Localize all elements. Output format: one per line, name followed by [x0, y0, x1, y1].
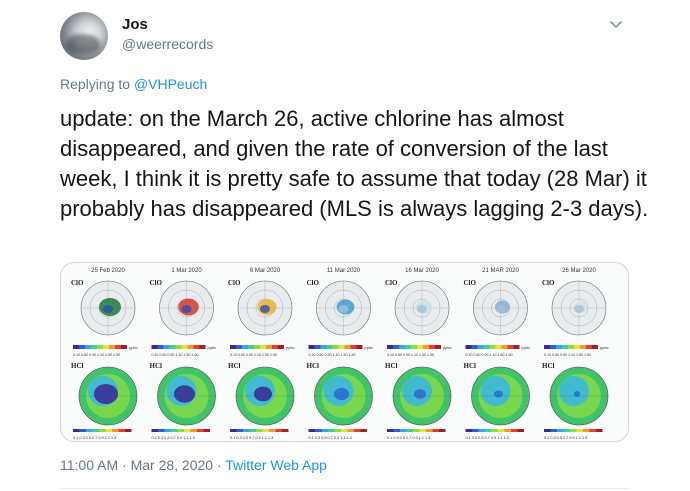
hcl-scale: 0.1 0.3 0.5 0.7 0.9 1.1 1.3	[544, 436, 587, 440]
hcl-colorbar	[465, 429, 524, 432]
author-name[interactable]: Jos	[122, 16, 148, 33]
hcl-label: HCl	[150, 362, 163, 370]
hcl-map	[157, 366, 216, 426]
clo-scale: 0.10 0.60 0.90 1.10 1.50 1.90	[466, 353, 513, 357]
hcl-colorbar	[73, 429, 132, 432]
clo-label: ClO	[228, 279, 241, 287]
hcl-colorbar	[544, 429, 603, 432]
hcl-map	[78, 366, 138, 426]
date-label: 11 Mar 2020	[327, 268, 361, 274]
clo-scale: 0.10 0.60 0.90 1.10 1.50 1.90	[230, 353, 277, 357]
reply-to-link[interactable]: @VHPeuch	[133, 76, 208, 92]
hcl-colorbar	[387, 429, 446, 432]
hcl-label: HCl	[228, 362, 241, 370]
hcl-colorbar	[230, 429, 289, 432]
clo-scale: 0.10 0.60 0.90 1.10 1.50 1.90	[309, 353, 356, 357]
hcl-colorbar	[151, 429, 210, 432]
clo-map	[316, 280, 371, 336]
unit-label: ppbv	[286, 345, 295, 350]
hcl-map	[549, 366, 609, 426]
divider	[60, 488, 630, 489]
clo-map	[551, 280, 607, 336]
hcl-scale: 0.1 0.3 0.5 0.7 0.9 1.1 1.3	[73, 436, 116, 440]
hcl-scale: 0.1 0.3 0.5 0.7 0.9 1.1 1.3	[387, 436, 430, 440]
clo-label: ClO	[464, 279, 477, 287]
clo-colorbar	[308, 345, 363, 349]
clo-colorbar	[230, 345, 284, 349]
clo-map	[159, 280, 214, 336]
tweet-source-link[interactable]: Twitter Web App	[225, 457, 327, 473]
tweet-time[interactable]: 11:00 AM	[60, 457, 119, 473]
date-label: 6 Mar 2020	[250, 268, 281, 274]
clo-colorbar	[544, 345, 598, 349]
clo-scale: 0.10 0.60 0.90 1.10 1.50 1.90	[387, 353, 434, 357]
tweet-date[interactable]: Mar 28, 2020	[130, 457, 214, 473]
clo-colorbar	[151, 345, 206, 349]
hcl-colorbar	[308, 429, 367, 432]
date-label: 26 Mar 2020	[562, 268, 596, 274]
reply-context: Replying to @VHPeuch	[60, 76, 207, 92]
meta-separator: ·	[118, 457, 131, 473]
tweet-meta: 11:00 AM · Mar 28, 2020 · Twitter Web Ap…	[60, 457, 327, 473]
clo-map	[394, 280, 450, 336]
hcl-map	[235, 366, 295, 426]
hcl-scale: 0.1 0.3 0.5 0.7 0.9 1.1 1.3	[309, 436, 352, 440]
tweet-text: update: on the March 26, active chlorine…	[60, 106, 649, 221]
clo-map	[237, 280, 293, 336]
unit-label: ppbv	[600, 345, 609, 350]
clo-colorbar	[465, 345, 520, 349]
clo-map	[80, 280, 136, 336]
clo-label: ClO	[542, 279, 555, 287]
meta-separator: ·	[213, 457, 226, 473]
hcl-label: HCl	[307, 362, 320, 370]
clo-label: ClO	[71, 279, 84, 287]
clo-map	[473, 280, 528, 336]
hcl-label: HCl	[385, 362, 398, 370]
clo-colorbar	[387, 345, 441, 349]
chevron-down-icon[interactable]	[608, 16, 624, 32]
unit-label: ppbv	[443, 345, 452, 350]
date-label: 1 Mar 2020	[171, 268, 202, 274]
reply-prefix: Replying to	[60, 76, 134, 92]
clo-label: ClO	[385, 279, 398, 287]
hcl-map	[314, 366, 373, 426]
hcl-scale: 0.1 0.3 0.5 0.7 0.9 1.1 1.3	[152, 436, 195, 440]
date-label: 25 Feb 2020	[91, 268, 125, 274]
hcl-scale: 0.1 0.3 0.5 0.7 0.9 1.1 1.3	[466, 436, 509, 440]
author-handle[interactable]: @weerrecords	[122, 36, 214, 52]
clo-label: ClO	[150, 279, 163, 287]
unit-label: ppbv	[208, 345, 217, 350]
ozone-maps-figure: 25 Feb 2020 ClO 0.10 0.60 0.90 1.10 1.50 1…	[71, 268, 609, 440]
clo-scale: 0.10 0.60 0.90 1.10 1.50 1.90	[152, 353, 199, 357]
hcl-map	[392, 366, 452, 426]
date-label: 21 MAR 2020	[482, 268, 519, 274]
avatar[interactable]	[60, 12, 108, 60]
unit-label: ppbv	[522, 345, 531, 350]
hcl-label: HCl	[71, 362, 84, 370]
clo-label: ClO	[307, 279, 320, 287]
hcl-label: HCl	[542, 362, 555, 370]
hcl-scale: 0.1 0.3 0.5 0.7 0.9 1.1 1.3	[230, 436, 273, 440]
clo-colorbar	[73, 345, 127, 349]
tweet-media-image[interactable]: 25 Feb 2020 ClO 0.10 0.60 0.90 1.10 1.50 1…	[60, 262, 629, 442]
clo-scale: 0.10 0.60 0.90 1.10 1.50 1.90	[544, 353, 591, 357]
date-label: 16 Mar 2020	[405, 268, 439, 274]
unit-label: ppbv	[365, 345, 374, 350]
clo-scale: 0.10 0.60 0.90 1.10 1.50 1.90	[73, 353, 120, 357]
hcl-label: HCl	[464, 362, 477, 370]
unit-label: ppbv	[129, 345, 138, 350]
hcl-map	[471, 366, 530, 426]
